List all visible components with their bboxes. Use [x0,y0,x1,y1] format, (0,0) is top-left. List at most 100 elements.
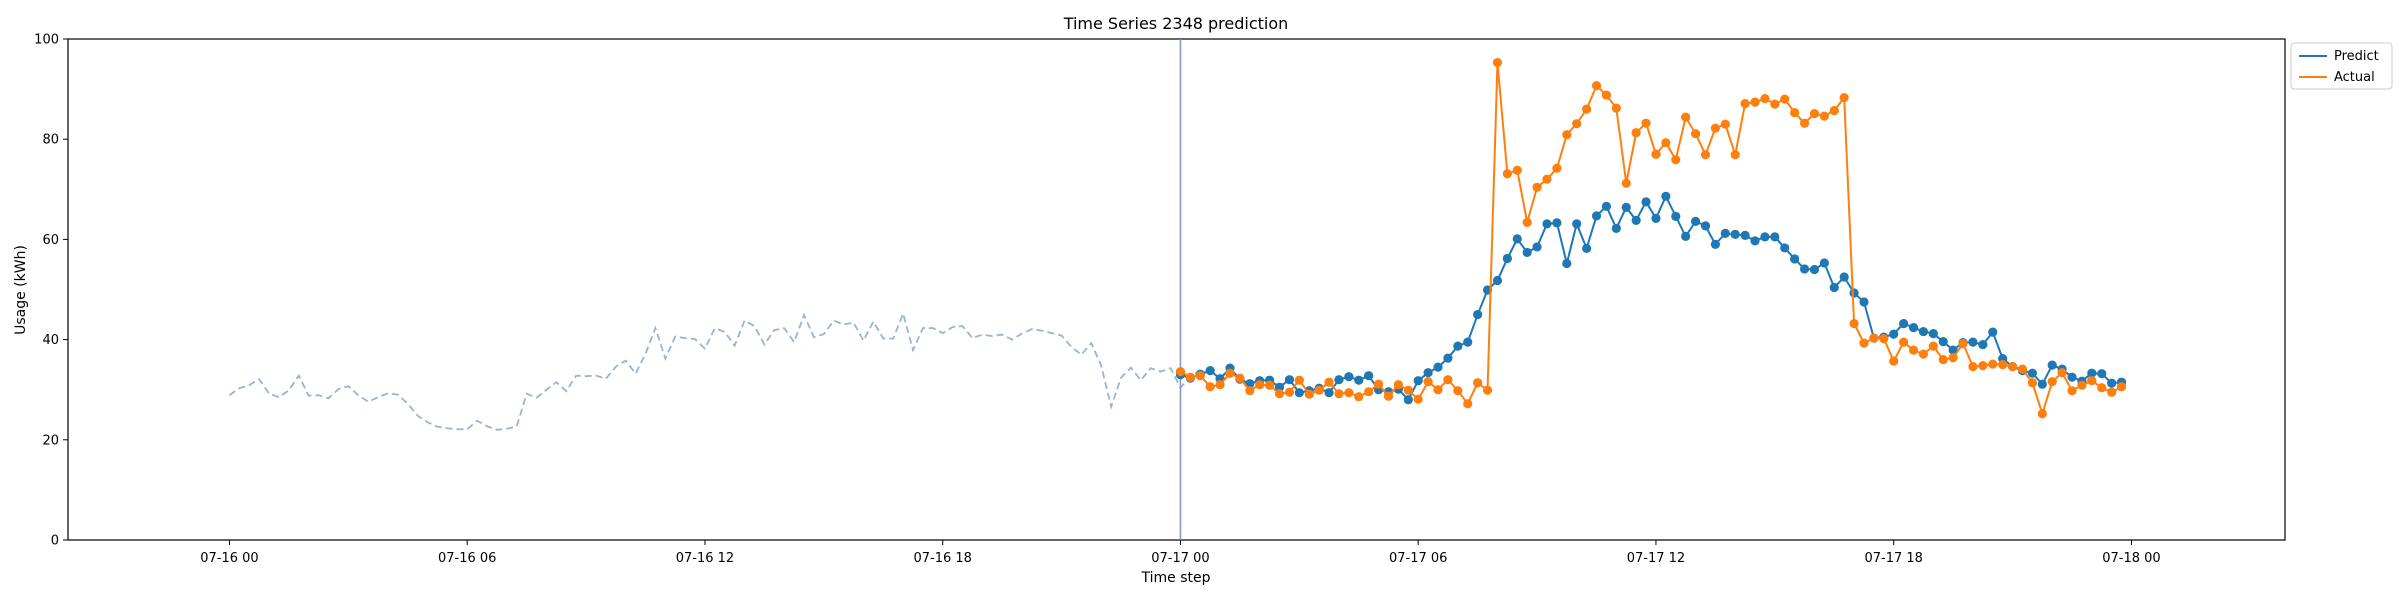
actual-point [1354,392,1364,402]
actual-point [1463,399,1473,409]
predict-point [1770,232,1780,242]
predict-point [1740,230,1750,240]
predict-point [1354,375,1364,385]
actual-point [1512,165,1522,175]
actual-point [2017,364,2028,374]
actual-point [2037,409,2047,419]
predict-point [1562,258,1572,269]
actual-point [1671,155,1681,165]
actual-point [1780,94,1790,104]
predict-point [2087,368,2097,378]
predict-point [1453,341,1463,351]
actual-point [2087,376,2097,386]
actual-point [1413,394,1423,404]
actual-point [1700,150,1711,160]
actual-point [1245,386,1255,396]
actual-point [1383,391,1394,401]
actual-point [2047,377,2057,387]
predict-point [1651,213,1661,223]
predict-point [1572,219,1582,229]
predict-point [1522,247,1532,258]
predict-point [1294,388,1304,398]
x-axis: 07-16 00 07-16 06 07-16 12 07-16 18 07-17 00… [200,540,2161,566]
actual-point [1839,93,1849,103]
predict-point [2027,368,2037,378]
predict-point [1344,372,1354,382]
predict-point [1413,376,1423,386]
chart-title: Time Series 2348 prediction [1063,14,1289,33]
y-axis-label: Usage (kWh) [13,245,29,335]
actual-point [1849,318,1859,329]
actual-point [1215,380,1225,390]
predict-point [1641,197,1651,207]
actual-point [1334,389,1344,399]
actual-point [1750,97,1760,107]
predict-point [1671,211,1681,221]
predict-point [1443,353,1453,363]
predict-point [1661,191,1671,201]
predict-point [1245,379,1255,389]
predict-point [1423,368,1433,378]
predict-point [1988,327,1998,337]
actual-point [1651,149,1661,159]
predict-point [1492,275,1503,286]
predict-point [1899,318,1909,329]
predict-point [1274,382,1285,392]
actual-point [1274,389,1285,399]
y-tick-label: 20 [42,433,59,448]
legend-entry-predict: Predict [2334,49,2379,64]
actual-point [1364,387,1374,397]
y-tick-label: 80 [42,133,59,148]
actual-point [2077,380,2087,390]
predict-point [1710,239,1720,250]
actual-point [2116,382,2127,392]
actual-point [1205,382,1215,392]
actual-point [1770,99,1780,109]
predict-point [1908,322,1919,333]
actual-point [1403,385,1413,395]
actual-point [1373,379,1384,389]
predict-point [1403,395,1413,405]
predict-point [1790,254,1800,264]
x-tick-label: 07-17 06 [1389,551,1447,566]
predict-point [1552,218,1562,228]
predict-point [1681,231,1691,241]
predict-point [1532,242,1542,252]
actual-point [1819,111,1829,121]
actual-point [1235,373,1245,383]
actual-point [2097,383,2107,393]
actual-point [1958,339,1968,349]
predict-point [1809,264,1820,275]
actual-point [1899,337,1909,347]
x-tick-label: 07-16 18 [913,551,971,566]
y-axis: 0 20 40 60 80 100 [34,33,68,549]
actual-point [1918,349,1929,359]
actual-point [1621,178,1631,188]
y-tick-label: 40 [42,333,59,348]
predict-point [1601,201,1612,211]
actual-point [1879,334,1889,344]
actual-point [1631,128,1641,138]
actual-point [1582,104,1592,114]
predict-point [1205,366,1215,376]
actual-point [1859,338,1869,348]
predict-point [1730,229,1740,239]
predict-point [1760,232,1770,242]
predict-point [1690,216,1701,226]
actual-point [1433,385,1443,395]
actual-point [1324,377,1334,387]
actual-point [1443,375,1453,385]
actual-points [1175,57,2127,419]
actual-point [1889,356,1899,366]
predict-point [1829,282,1839,293]
y-tick-label: 100 [34,33,59,48]
actual-point [1482,385,1493,395]
actual-point [1720,119,1730,129]
predict-point [1631,215,1641,225]
predict-point [1889,329,1899,339]
predict-point [1334,375,1344,385]
x-tick-label: 07-17 18 [1864,551,1922,566]
x-axis-label: Time step [1141,570,1211,586]
